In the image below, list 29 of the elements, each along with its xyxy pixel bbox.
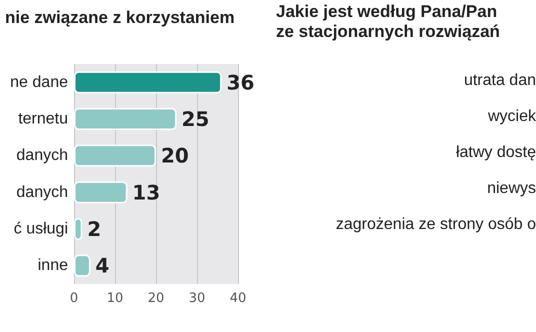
bar [74,144,156,167]
text: łatwy dostę [456,144,536,162]
chart-title: nie związane z korzystaniem [5,8,235,27]
y-tick-label: danych [16,184,68,201]
text: Jakie jest według Pana/Pan ze stacjonarnych rozwiązań [276,2,500,42]
data-label: 2 [87,217,102,241]
text: wyciek [488,108,536,126]
text: niewys [487,180,536,198]
x-tick-label: 30 [188,291,206,306]
data-label: 13 [132,180,160,204]
data-label: 25 [182,107,210,131]
x-tick-label: 0 [70,291,78,306]
data-label: 20 [161,144,189,168]
y-tick-label: ternetu [18,110,68,128]
x-tick-label: 20 [148,291,164,306]
bar [74,181,128,204]
bar [74,254,90,277]
bar [74,71,222,94]
text: zagrożenia ze strony osób o [336,216,536,234]
y-tick-label: ne dane [10,74,68,91]
x-tick-label: 40 [230,291,246,306]
bar [74,108,176,130]
y-tick-label: inne [38,257,68,274]
data-label: 36 [226,70,254,94]
data-label: 4 [95,254,110,278]
y-tick-label: danych [16,147,68,164]
text: utrata dan [464,72,536,90]
x-tick-label: 10 [106,291,124,306]
y-tick-label: ć usługi [14,220,68,238]
